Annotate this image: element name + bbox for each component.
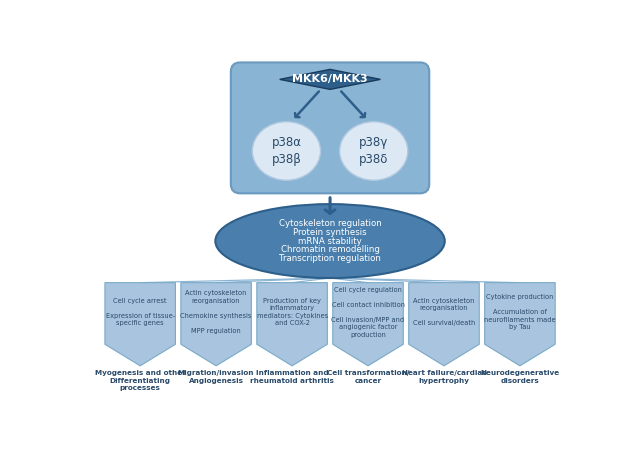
Text: Migration/invasion
Angiogenesis: Migration/invasion Angiogenesis — [178, 371, 254, 384]
Polygon shape — [181, 283, 251, 366]
Text: Neurodegenerative
disorders: Neurodegenerative disorders — [480, 371, 560, 384]
Polygon shape — [333, 283, 403, 366]
Text: Actin cytoskeleton
reorganisation

Cell survival/death: Actin cytoskeleton reorganisation Cell s… — [413, 298, 475, 326]
Text: mRNA stability: mRNA stability — [298, 236, 362, 246]
Text: Production of key
inflammatory
mediators: Cytokines
and COX-2: Production of key inflammatory mediators… — [256, 298, 328, 326]
Text: Cell cycle arrest

Expression of tissue-
specific genes: Cell cycle arrest Expression of tissue- … — [106, 298, 175, 326]
Text: Cytokine production

Accumulation of
neurofilaments made
by Tau: Cytokine production Accumulation of neur… — [484, 294, 556, 330]
Text: Chromatin remodelling: Chromatin remodelling — [281, 245, 379, 255]
Polygon shape — [105, 283, 175, 366]
Text: Cell transformation/
cancer: Cell transformation/ cancer — [327, 371, 409, 384]
FancyBboxPatch shape — [231, 62, 430, 193]
Text: MKK6/MKK3: MKK6/MKK3 — [292, 75, 368, 84]
Text: Cell cycle regulation

Cell contact inhibition

Cell invasion/MPP and
angiogenic: Cell cycle regulation Cell contact inhib… — [332, 287, 404, 338]
Text: Cytoskeleton regulation: Cytoskeleton regulation — [279, 219, 381, 228]
Text: p38γ
p38δ: p38γ p38δ — [359, 136, 388, 166]
Text: Protein synthesis: Protein synthesis — [293, 228, 367, 237]
Text: p38α
p38β: p38α p38β — [271, 136, 301, 166]
Text: Inflammation and
rheumatoid arthritis: Inflammation and rheumatoid arthritis — [250, 371, 334, 384]
Text: Transcription regulation: Transcription regulation — [279, 254, 381, 263]
Ellipse shape — [339, 122, 408, 180]
Polygon shape — [257, 283, 327, 366]
Polygon shape — [409, 283, 479, 366]
Polygon shape — [279, 69, 381, 90]
Ellipse shape — [215, 204, 445, 278]
Ellipse shape — [252, 122, 321, 180]
Text: Actin cytoskeleton
reorganisation

Chemokine synthesis

MPP regulation: Actin cytoskeleton reorganisation Chemok… — [180, 290, 252, 334]
Polygon shape — [485, 283, 555, 366]
Text: Myogenesis and other
Differentiating
processes: Myogenesis and other Differentiating pro… — [95, 371, 185, 391]
Text: Heart failure/cardiac
hypertrophy: Heart failure/cardiac hypertrophy — [402, 371, 486, 384]
